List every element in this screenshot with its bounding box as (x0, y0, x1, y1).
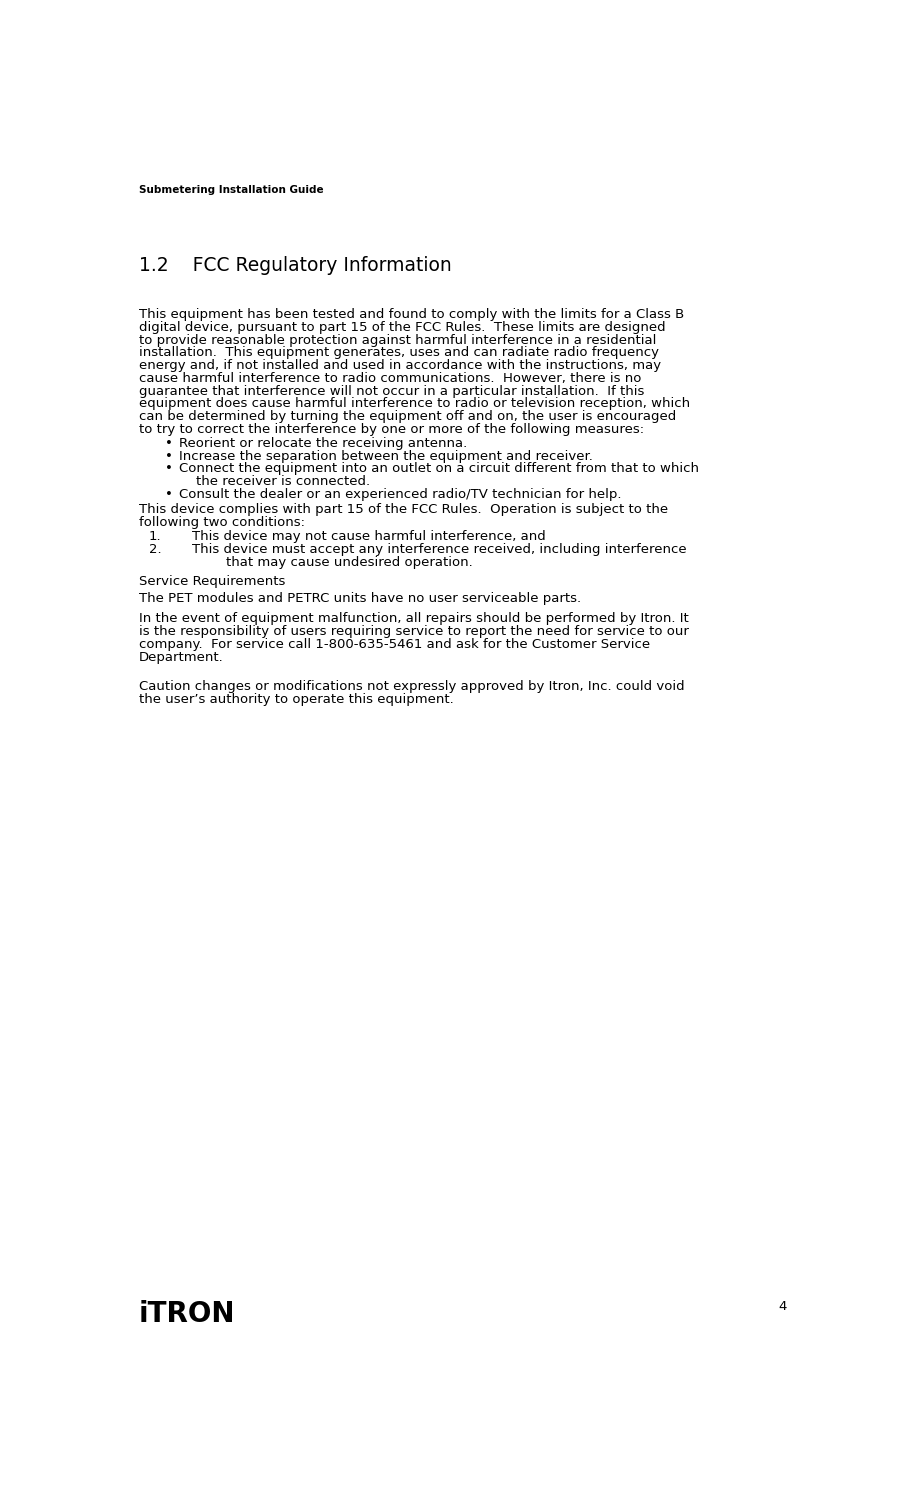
Text: Caution changes or modifications not expressly approved by Itron, Inc. could voi: Caution changes or modifications not exp… (138, 680, 684, 693)
Text: •: • (165, 462, 173, 476)
Text: 1.2    FCC Regulatory Information: 1.2 FCC Regulatory Information (138, 256, 451, 274)
Text: Department.: Department. (138, 650, 224, 663)
Text: Increase the separation between the equipment and receiver.: Increase the separation between the equi… (179, 450, 592, 462)
Text: Service Requirements: Service Requirements (138, 574, 285, 587)
Text: This device complies with part 15 of the FCC Rules.  Operation is subject to the: This device complies with part 15 of the… (138, 504, 668, 516)
Text: The PET modules and PETRC units have no user serviceable parts.: The PET modules and PETRC units have no … (138, 592, 581, 605)
Text: digital device, pursuant to part 15 of the FCC Rules.  These limits are designed: digital device, pursuant to part 15 of t… (138, 321, 665, 334)
Text: Consult the dealer or an experienced radio/TV technician for help.: Consult the dealer or an experienced rad… (179, 488, 621, 501)
Text: following two conditions:: following two conditions: (138, 516, 305, 529)
Text: guarantee that interference will not occur in a particular installation.  If thi: guarantee that interference will not occ… (138, 385, 645, 398)
Text: company.  For service call 1-800-635-5461 and ask for the Customer Service: company. For service call 1-800-635-5461… (138, 638, 650, 652)
Text: Submetering Installation Guide: Submetering Installation Guide (138, 185, 324, 195)
Text: Reorient or relocate the receiving antenna.: Reorient or relocate the receiving anten… (179, 437, 467, 450)
Text: This device must accept any interference received, including interference: This device must accept any interference… (192, 543, 687, 556)
Text: 2.: 2. (148, 543, 161, 556)
Text: that may cause undesired operation.: that may cause undesired operation. (192, 556, 473, 570)
Text: iTRON: iTRON (138, 1300, 236, 1328)
Text: 4: 4 (779, 1300, 787, 1314)
Text: the receiver is connected.: the receiver is connected. (179, 476, 369, 488)
Text: equipment does cause harmful interference to radio or television reception, whic: equipment does cause harmful interferenc… (138, 397, 690, 410)
Text: to provide reasonable protection against harmful interference in a residential: to provide reasonable protection against… (138, 334, 656, 347)
Text: •: • (165, 488, 173, 501)
Text: In the event of equipment malfunction, all repairs should be performed by Itron.: In the event of equipment malfunction, a… (138, 613, 689, 625)
Text: energy and, if not installed and used in accordance with the instructions, may: energy and, if not installed and used in… (138, 359, 661, 373)
Text: •: • (165, 450, 173, 462)
Text: to try to correct the interference by one or more of the following measures:: to try to correct the interference by on… (138, 422, 644, 435)
Text: Connect the equipment into an outlet on a circuit different from that to which: Connect the equipment into an outlet on … (179, 462, 699, 476)
Text: This device may not cause harmful interference, and: This device may not cause harmful interf… (192, 531, 547, 543)
Text: the user’s authority to operate this equipment.: the user’s authority to operate this equ… (138, 693, 454, 705)
Text: •: • (165, 437, 173, 450)
Text: can be determined by turning the equipment off and on, the user is encouraged: can be determined by turning the equipme… (138, 410, 676, 423)
Text: is the responsibility of users requiring service to report the need for service : is the responsibility of users requiring… (138, 625, 689, 638)
Text: 1.: 1. (148, 531, 161, 543)
Text: cause harmful interference to radio communications.  However, there is no: cause harmful interference to radio comm… (138, 371, 641, 385)
Text: This equipment has been tested and found to comply with the limits for a Class B: This equipment has been tested and found… (138, 309, 684, 321)
Text: installation.  This equipment generates, uses and can radiate radio frequency: installation. This equipment generates, … (138, 346, 659, 359)
